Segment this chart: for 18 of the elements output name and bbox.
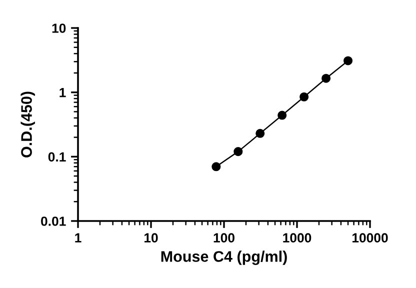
- x-tick-label: 10: [144, 233, 158, 242]
- x-tick-label: 1000: [283, 233, 312, 242]
- y-axis-title: O.D.(450): [20, 92, 35, 158]
- x-tick-label: 10000: [352, 233, 388, 242]
- point: [322, 74, 331, 83]
- point: [256, 128, 265, 138]
- point: [300, 92, 309, 102]
- x-tick-label: 1: [75, 233, 82, 242]
- y-tick-label: 0.01: [41, 216, 66, 226]
- point: [344, 56, 353, 66]
- point: [212, 162, 221, 172]
- point: [234, 147, 243, 156]
- y-tick-label: 0.1: [48, 152, 66, 162]
- y-tick-label: 10: [52, 24, 66, 33]
- point: [278, 110, 287, 120]
- y-tick-label: 1: [60, 88, 66, 98]
- x-tick-label: 100: [214, 233, 234, 242]
- x-axis-title: Mouse C4 (pg/ml): [161, 250, 287, 265]
